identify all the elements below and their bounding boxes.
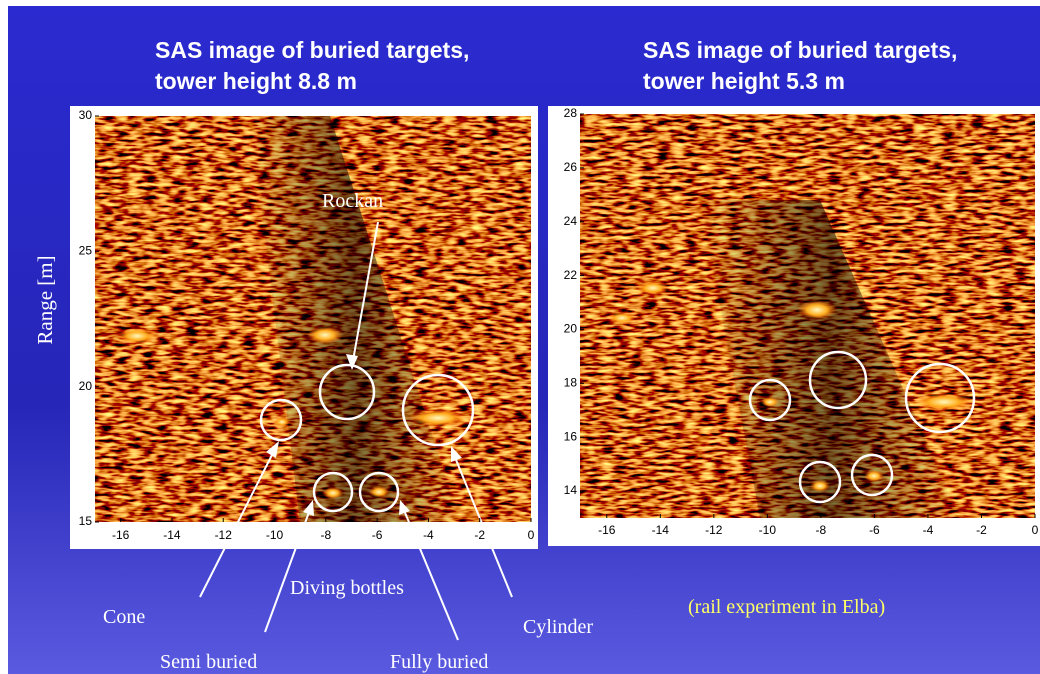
x-tick-label: -12 [705,523,723,537]
x-tick-label: 0 [1032,523,1039,537]
annotation: Diving bottles [290,577,404,599]
x-tick-label: -14 [163,528,181,542]
x-tick-label: -4 [423,528,434,542]
x-tick-label: -2 [976,523,987,537]
x-tick-label: -6 [869,523,880,537]
y-axis-label: Range [m] [33,255,57,344]
x-tick-label: -14 [652,523,670,537]
x-tick-label: -8 [320,528,331,542]
x-tick-label: -10 [759,523,777,537]
annotation: Semi buried [160,651,257,673]
y-tick-label: 20 [79,379,93,393]
y-tick-label: 14 [564,483,578,497]
annotation: Cylinder [523,616,593,638]
caption: (rail experiment in Elba) [688,596,885,618]
panel-title: tower height 5.3 m [643,68,845,94]
x-tick-label: -16 [112,528,130,542]
y-tick-label: 25 [79,244,93,258]
y-tick-label: 26 [564,160,578,174]
annotation: Cone [103,606,145,628]
panel-title: SAS image of buried targets, [643,37,957,63]
y-tick-label: 18 [564,376,578,390]
y-tick-label: 24 [564,214,578,228]
y-tick-label: 15 [79,514,93,528]
y-tick-label: 30 [79,108,93,122]
x-tick-label: 0 [528,528,535,542]
y-tick-label: 16 [564,429,578,443]
y-tick-label: 20 [564,322,578,336]
y-tick-label: 22 [564,268,578,282]
x-tick-label: -8 [816,523,827,537]
x-tick-label: -10 [266,528,284,542]
x-tick-label: -6 [372,528,383,542]
annotation: Rockan [322,190,383,212]
y-tick-label: 28 [564,106,578,120]
panel-title: tower height 8.8 m [155,68,357,94]
x-tick-label: -12 [215,528,233,542]
x-tick-label: -4 [923,523,934,537]
x-tick-label: -16 [598,523,616,537]
panel-title: SAS image of buried targets, [155,37,469,63]
slide: SAS image of buried targets, tower heigh… [0,0,1040,674]
x-tick-label: -2 [474,528,485,542]
annotation: Fully buried [390,651,488,673]
